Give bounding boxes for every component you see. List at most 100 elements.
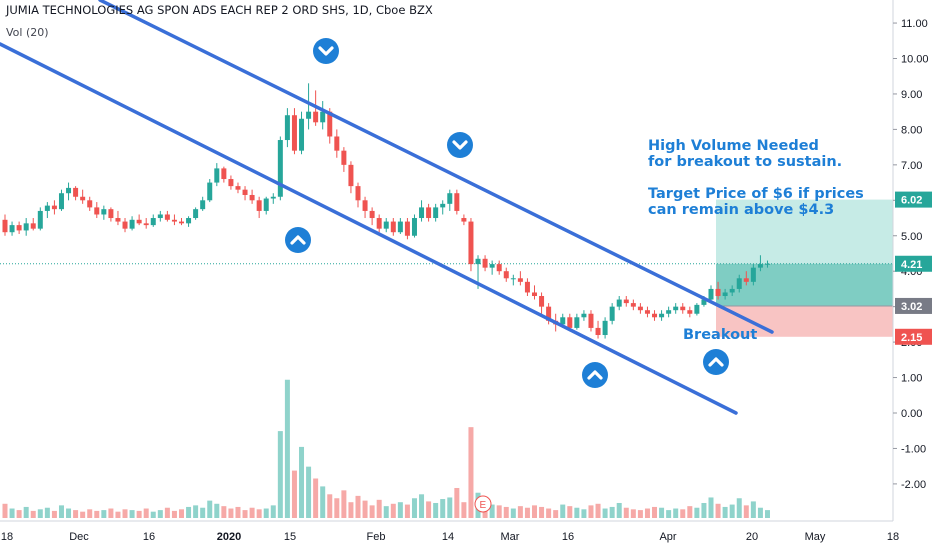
candle-body [539, 296, 545, 307]
volume-bar [595, 503, 601, 518]
target-zone-lower [716, 263, 893, 306]
volume-bar [221, 506, 227, 518]
candle-body [517, 278, 523, 282]
candle-body [291, 115, 297, 151]
time-axis-label: 18 [887, 531, 899, 543]
volume-bar [644, 508, 650, 518]
candle-body [489, 264, 495, 268]
candle-body [30, 223, 36, 229]
price-tag-stop-label: 2.15 [901, 332, 922, 344]
volume-bar [256, 509, 262, 518]
candle-body [214, 168, 220, 183]
volume-bar [150, 511, 156, 518]
price-axis-label: 5.00 [901, 231, 922, 243]
volume-bar [30, 510, 36, 518]
candle-body [532, 292, 537, 297]
time-axis-label: 14 [442, 531, 454, 543]
volume-bar [708, 497, 714, 518]
earnings-marker[interactable] [474, 495, 492, 513]
candle-body [341, 150, 347, 165]
volume-note-line-2: for breakout to sustain. [648, 154, 843, 170]
volume-bar [87, 509, 93, 518]
volume-bar [404, 504, 410, 518]
buy-signal-marker-3-chevron [708, 357, 724, 367]
candle-body [433, 207, 439, 219]
candle-body [468, 221, 474, 265]
volume-bar [355, 495, 361, 518]
candle-body [426, 207, 432, 219]
candle-body [221, 168, 227, 180]
candle-body [320, 111, 326, 123]
candle-body [299, 118, 305, 151]
candle-body [461, 218, 467, 222]
candle-body [37, 210, 43, 229]
buy-signal-marker-1-chevron [290, 235, 306, 245]
candle-body [164, 214, 170, 220]
candle-body [764, 263, 770, 265]
candle-body [235, 186, 241, 190]
candle-body [242, 189, 248, 195]
candle-body [715, 288, 721, 297]
sell-signal-marker-2 [447, 132, 473, 158]
volume-bar [51, 510, 57, 518]
volume-bar [419, 494, 425, 518]
volume-indicator-label: Vol (20) [6, 26, 49, 39]
candle-body [348, 164, 354, 187]
candle-body [510, 278, 516, 280]
volume-bar [376, 499, 382, 518]
candle-body [560, 317, 566, 325]
candle-body [482, 258, 488, 268]
candle-body [644, 310, 650, 314]
candle-body [694, 304, 700, 314]
buy-signal-marker-1 [285, 227, 311, 253]
candle-body [157, 214, 163, 219]
candle-body [369, 210, 375, 219]
volume-bar [447, 497, 453, 518]
candle-body [588, 313, 594, 328]
candle-body [757, 264, 763, 268]
volume-bar [164, 507, 170, 518]
candle-body [9, 225, 15, 233]
volume-bar [701, 502, 707, 518]
candle-body [44, 205, 50, 211]
candle-body [207, 182, 213, 201]
volume-bar [510, 508, 516, 518]
candle-body [701, 299, 707, 305]
candle-body [228, 179, 234, 187]
candle-body [355, 186, 361, 201]
candle-body [73, 187, 79, 197]
volume-bar [694, 507, 700, 518]
volume-bar [454, 487, 460, 518]
sell-signal-marker-1 [313, 38, 339, 64]
time-axis-label: 2020 [217, 531, 241, 543]
volume-bar [553, 510, 559, 518]
candle-body [546, 306, 552, 321]
price-tag-target-label: 6.02 [901, 195, 922, 207]
lower-trendline[interactable] [0, 42, 738, 415]
stop-zone [716, 305, 893, 337]
candle-body [115, 218, 121, 222]
volume-bar [37, 509, 43, 518]
volume-bar [171, 510, 177, 518]
volume-bar [397, 502, 403, 518]
volume-bar [411, 498, 417, 518]
candle-body [122, 221, 128, 229]
sell-signal-marker-1-chevron [318, 46, 334, 56]
price-tag-last-label: 4.21 [901, 259, 922, 271]
candle-body [397, 221, 403, 233]
candle-body [743, 278, 749, 282]
time-axis-label: Mar [501, 531, 520, 543]
volume-bar [574, 507, 580, 518]
upper-trendline[interactable] [98, 0, 774, 334]
price-axis-label: 10.00 [901, 54, 929, 66]
volume-bar [277, 431, 283, 518]
volume-bar [539, 506, 545, 518]
candle-body [630, 303, 636, 307]
volume-bar [320, 486, 326, 518]
breakout-label: Breakout [683, 327, 758, 343]
volume-bar [426, 501, 432, 518]
candle-body [108, 209, 114, 219]
volume-bar [58, 505, 64, 518]
